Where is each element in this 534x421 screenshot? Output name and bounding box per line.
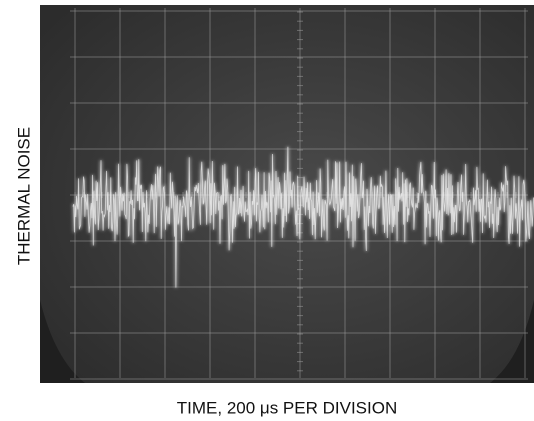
screen-corner — [40, 300, 85, 383]
noise-trace — [71, 146, 534, 288]
y-axis-label: THERMAL NOISE — [14, 127, 33, 265]
x-axis-label: TIME, 200 μs PER DIVISION — [177, 398, 397, 417]
noise-line — [72, 146, 534, 288]
screen-corner — [490, 300, 534, 383]
